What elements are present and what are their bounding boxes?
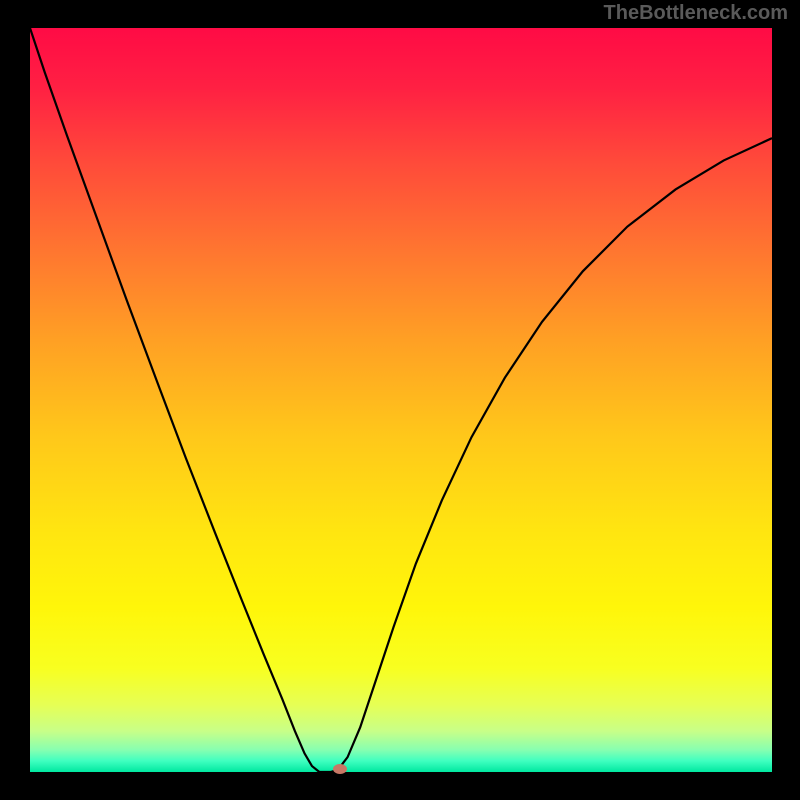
- bottleneck-curve: [30, 28, 772, 772]
- optimum-marker: [333, 764, 347, 774]
- watermark-text: TheBottleneck.com: [604, 2, 788, 25]
- plot-area: [30, 28, 772, 772]
